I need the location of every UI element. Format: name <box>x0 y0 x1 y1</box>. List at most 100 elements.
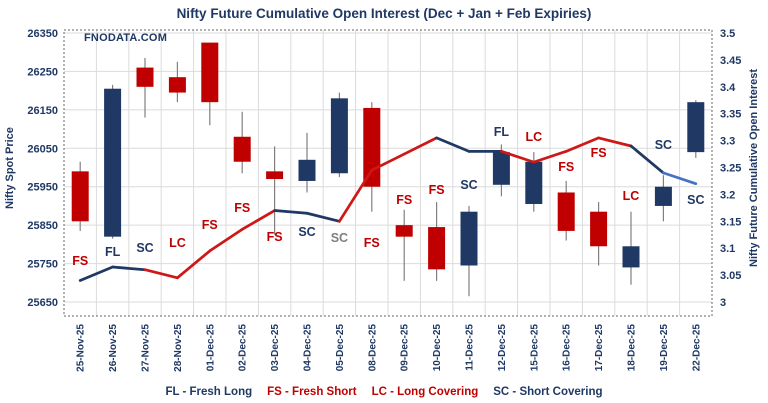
signal-label-08-Dec-25: FS <box>364 236 380 250</box>
signal-label-17-Dec-25: FS <box>591 146 607 160</box>
left-axis-tick: 25950 <box>27 182 58 194</box>
oi-line-segment <box>240 209 276 231</box>
x-axis-label: 10-Dec-25 <box>432 324 443 372</box>
signal-label-05-Dec-25: SC <box>331 231 348 245</box>
oi-line-segment <box>532 149 568 164</box>
candle-body-15-Dec-25 <box>525 161 543 205</box>
x-axis-label: 11-Dec-25 <box>465 324 476 371</box>
x-axis-label: 04-Dec-25 <box>303 324 314 372</box>
candle-body-27-Nov-25 <box>136 67 154 87</box>
candle-body-05-Dec-25 <box>330 98 348 174</box>
signal-label-28-Nov-25: LC <box>169 236 186 250</box>
right-axis-tick: 3.45 <box>720 55 741 67</box>
x-axis-label: 17-Dec-25 <box>594 324 605 372</box>
oi-line-segment <box>564 136 600 153</box>
candle-body-18-Dec-25 <box>622 246 640 268</box>
candle-body-04-Dec-25 <box>298 159 316 181</box>
signal-label-18-Dec-25: LC <box>623 189 640 203</box>
signal-label-09-Dec-25: FS <box>396 193 412 207</box>
oi-line-segment <box>597 136 633 148</box>
signal-label-04-Dec-25: SC <box>298 225 315 239</box>
legend-item: SC - Short Covering <box>493 386 603 398</box>
candle-body-22-Dec-25 <box>687 102 705 153</box>
oi-line-segment <box>370 152 406 172</box>
right-axis-tick: 3 <box>720 297 726 309</box>
x-axis-label: 01-Dec-25 <box>205 324 216 372</box>
x-axis-label: 26-Nov-25 <box>108 324 119 372</box>
candle-body-09-Dec-25 <box>395 225 413 237</box>
signal-label-02-Dec-25: FS <box>234 201 250 215</box>
right-axis-tick: 3.1 <box>720 243 735 255</box>
candle-body-28-Nov-25 <box>168 77 186 93</box>
signal-label-16-Dec-25: FS <box>558 160 574 174</box>
x-axis-label: 28-Nov-25 <box>173 324 184 372</box>
x-axis-label: 15-Dec-25 <box>529 324 540 372</box>
watermark: FNODATA.COM <box>84 32 168 44</box>
candle-body-01-Dec-25 <box>201 42 219 103</box>
signal-label-15-Dec-25: LC <box>525 130 542 144</box>
left-axis-tick: 25650 <box>27 297 58 309</box>
oi-line-segment <box>500 149 536 164</box>
candle-body-02-Dec-25 <box>233 136 251 162</box>
oi-line-segment <box>273 209 309 215</box>
x-axis-label: 18-Dec-25 <box>627 324 638 372</box>
x-axis-label: 02-Dec-25 <box>238 324 249 372</box>
legend-item: FS - Fresh Short <box>267 386 357 398</box>
left-axis-tick: 26150 <box>27 105 58 117</box>
oi-line-segment <box>78 265 114 282</box>
candle-body-11-Dec-25 <box>460 211 478 266</box>
x-axis-label: 05-Dec-25 <box>335 324 346 372</box>
signal-label-03-Dec-25: FS <box>267 230 283 244</box>
candle-body-26-Nov-25 <box>104 88 122 237</box>
signal-label-25-Nov-25: FS <box>72 254 88 268</box>
signal-label-19-Dec-25: SC <box>655 138 672 152</box>
oi-line-segment <box>305 211 341 223</box>
x-axis-label: 22-Dec-25 <box>691 324 702 372</box>
right-axis-tick: 3.35 <box>720 109 741 121</box>
x-axis-label: 19-Dec-25 <box>659 324 670 372</box>
x-axis-label: 12-Dec-25 <box>497 324 508 372</box>
candle-body-17-Dec-25 <box>590 211 608 247</box>
candle-body-25-Nov-25 <box>71 171 89 222</box>
right-axis-tick: 3.3 <box>720 136 735 148</box>
signal-label-26-Nov-25: FL <box>105 245 121 259</box>
legend-item: FL - Fresh Long <box>165 386 253 398</box>
signal-label-10-Dec-25: FS <box>429 183 445 197</box>
x-axis-label: 08-Dec-25 <box>367 324 378 372</box>
x-axis-label: 27-Nov-25 <box>141 324 152 372</box>
oi-line-segment <box>143 268 179 280</box>
left-axis-tick: 26350 <box>27 28 58 40</box>
plot-border <box>63 29 713 317</box>
candle-body-08-Dec-25 <box>363 107 381 187</box>
oi-line-segment <box>629 144 665 175</box>
left-axis-tick: 26250 <box>27 66 58 78</box>
candle-body-12-Dec-25 <box>492 152 510 185</box>
oi-line-segment <box>402 136 438 156</box>
oi-line-segment <box>435 136 471 153</box>
left-axis-tick: 25850 <box>27 220 58 232</box>
candle-body-19-Dec-25 <box>654 186 672 206</box>
oi-line-segment <box>662 171 698 186</box>
oi-line-segment <box>338 168 374 223</box>
x-axis-label: 16-Dec-25 <box>562 324 573 372</box>
candle-body-03-Dec-25 <box>266 171 284 180</box>
right-axis-tick: 3.4 <box>720 82 736 94</box>
legend: FL - Fresh Long FS - Fresh Short LC - Long… <box>0 386 768 398</box>
x-axis-label: 09-Dec-25 <box>400 324 411 372</box>
x-axis-label: 03-Dec-25 <box>270 324 281 372</box>
candle-body-16-Dec-25 <box>557 192 575 231</box>
signal-label-01-Dec-25: FS <box>202 218 218 232</box>
right-axis-tick: 3.2 <box>720 189 735 201</box>
candle-body-10-Dec-25 <box>428 227 446 270</box>
right-axis-tick: 3.15 <box>720 216 741 228</box>
signal-label-11-Dec-25: SC <box>460 178 477 192</box>
signal-label-27-Nov-25: SC <box>136 241 153 255</box>
oi-line-segment <box>176 249 212 280</box>
right-axis-tick: 3.05 <box>720 270 741 282</box>
oi-line-segment <box>111 265 147 272</box>
signal-label-12-Dec-25: FL <box>494 125 510 139</box>
chart-title: Nifty Future Cumulative Open Interest (D… <box>176 6 592 21</box>
legend-item: LC - Long Covering <box>371 386 479 398</box>
